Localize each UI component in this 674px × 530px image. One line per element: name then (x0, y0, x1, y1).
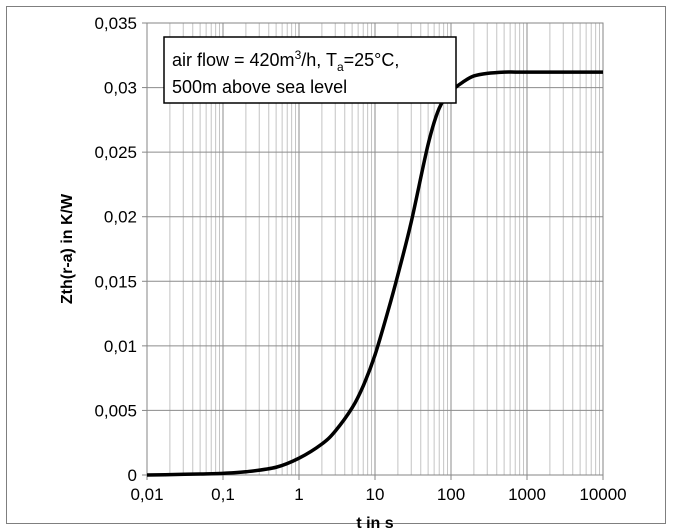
data-point (503, 71, 506, 74)
x-tick-label: 10 (366, 485, 385, 504)
y-tick-label: 0,025 (94, 143, 137, 162)
data-point (396, 273, 399, 276)
x-tick-label: 100 (437, 485, 465, 504)
annotation-line-2: 500m above sea level (172, 77, 347, 97)
data-point (514, 71, 517, 74)
data-point (244, 470, 247, 473)
data-point (275, 466, 278, 469)
data-point (472, 74, 475, 77)
annotation-line-1: air flow = 420m3/h, Ta=25°C, (172, 48, 399, 74)
data-point (602, 71, 605, 74)
data-point (410, 220, 413, 223)
data-point (526, 71, 529, 74)
x-axis-ticks: 0,01 0,1 1 10 100 1000 10000 (130, 475, 627, 504)
x-tick-label: 0,1 (211, 485, 235, 504)
data-point (579, 71, 582, 74)
data-point (146, 474, 149, 477)
data-point (298, 457, 301, 460)
x-tick-label: 1 (294, 485, 303, 504)
data-point (438, 107, 441, 110)
data-point (486, 72, 489, 75)
y-tick-label: 0,03 (104, 79, 137, 98)
data-point (374, 353, 377, 356)
y-tick-label: 0,01 (104, 337, 137, 356)
x-tick-label: 1000 (508, 485, 546, 504)
data-point (427, 143, 430, 146)
data-point (387, 308, 390, 311)
data-point (362, 384, 365, 387)
annotation-box: air flow = 420m3/h, Ta=25°C, 500m above … (163, 36, 457, 104)
y-tick-label: 0,02 (104, 208, 137, 227)
data-point (199, 472, 202, 475)
data-point (463, 80, 466, 83)
data-point (334, 430, 337, 433)
data-point (548, 71, 551, 74)
data-point (320, 443, 323, 446)
series-line (146, 70, 603, 477)
x-tick-label: 10000 (579, 485, 626, 504)
x-axis-title: t in s (356, 515, 393, 530)
data-point (222, 472, 225, 475)
y-axis-ticks: 0 0,005 0,01 0,015 0,02 0,025 0,03 0,035 (94, 14, 147, 485)
y-tick-label: 0 (128, 466, 137, 485)
y-axis-title: Zth(r-a) in K/W (59, 193, 76, 304)
data-point (351, 406, 354, 409)
y-tick-label: 0,005 (94, 401, 137, 420)
y-tick-label: 0,035 (94, 14, 137, 33)
data-point (168, 473, 171, 476)
x-tick-label: 0,01 (130, 485, 163, 504)
y-tick-label: 0,015 (94, 272, 137, 291)
